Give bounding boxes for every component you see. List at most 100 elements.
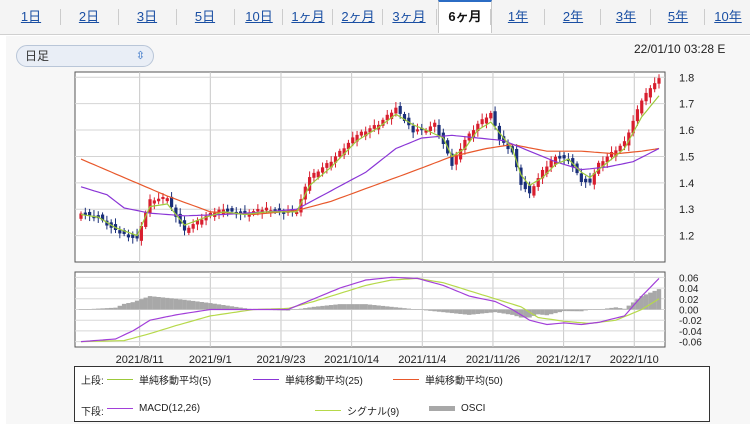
osci-bar bbox=[147, 296, 153, 310]
tab-8[interactable]: 3ヶ月 bbox=[392, 9, 426, 24]
osci-bar bbox=[134, 300, 140, 310]
candle-body bbox=[264, 207, 269, 211]
tab-11[interactable]: 2年 bbox=[562, 9, 584, 24]
osci-bar bbox=[190, 300, 196, 310]
osci-bar bbox=[592, 309, 597, 310]
osci-bar bbox=[548, 309, 554, 315]
x-tick-label: 2021/11/26 bbox=[466, 354, 520, 366]
price-y-tick-label: 1.6 bbox=[679, 125, 694, 137]
candle-body bbox=[100, 214, 105, 221]
candle-body bbox=[152, 200, 156, 204]
candle-body bbox=[476, 123, 480, 132]
candle-body bbox=[230, 208, 234, 212]
osci-bar bbox=[341, 304, 347, 310]
osci-bar bbox=[354, 304, 360, 310]
osci-bar bbox=[372, 305, 377, 310]
candle-body bbox=[657, 78, 661, 84]
candle-body bbox=[389, 112, 394, 120]
tab-14[interactable]: 10年 bbox=[714, 9, 742, 24]
candle-body bbox=[549, 160, 553, 168]
osci-bar bbox=[402, 308, 407, 310]
candle-body bbox=[562, 155, 566, 159]
x-tick-label: 2021/9/23 bbox=[257, 354, 306, 366]
osci-bar bbox=[389, 306, 394, 310]
tab-4[interactable]: 5日 bbox=[194, 9, 216, 24]
candle-body bbox=[471, 130, 476, 138]
candle-body bbox=[592, 173, 596, 185]
osci-bar bbox=[643, 294, 649, 310]
osci-bar bbox=[583, 309, 588, 311]
candle-body bbox=[609, 152, 614, 158]
osci-bar bbox=[639, 296, 644, 310]
legend-macd: MACD(12,26) bbox=[107, 403, 200, 414]
tab-9[interactable]: 6ヶ月 bbox=[438, 0, 492, 33]
osci-bar bbox=[108, 307, 114, 310]
tab-separator bbox=[176, 9, 177, 25]
legend-ma5: 単純移動平均(5) bbox=[107, 372, 211, 387]
tab-3[interactable]: 3日 bbox=[136, 9, 158, 24]
osci-bar bbox=[445, 309, 450, 313]
candle-body bbox=[605, 156, 609, 163]
candle-body bbox=[135, 234, 139, 239]
candle-body bbox=[484, 117, 489, 124]
osci-bar bbox=[143, 297, 148, 310]
osci-bar bbox=[350, 304, 355, 310]
osci-bar bbox=[195, 301, 200, 310]
osci-bar bbox=[182, 299, 187, 310]
candle-body bbox=[351, 137, 355, 144]
tab-2[interactable]: 2日 bbox=[78, 9, 100, 24]
x-tick-label: 2021/10/14 bbox=[324, 354, 379, 366]
candle-body bbox=[622, 141, 627, 147]
osci-bar bbox=[104, 308, 110, 310]
candle-body bbox=[282, 211, 286, 214]
osci-bar bbox=[449, 309, 455, 314]
legend-osci: OSCI bbox=[429, 403, 485, 414]
osci-bar bbox=[652, 290, 657, 310]
osci-bar bbox=[574, 309, 580, 312]
candle-body bbox=[226, 208, 230, 212]
candle-body bbox=[256, 209, 260, 212]
candle-body bbox=[329, 161, 333, 168]
candle-body bbox=[450, 153, 454, 166]
tab-5[interactable]: 10日 bbox=[245, 9, 273, 24]
candle-body bbox=[195, 220, 200, 225]
candle-body bbox=[299, 199, 303, 213]
tab-1[interactable]: 1日 bbox=[20, 9, 42, 24]
osci-bar bbox=[419, 309, 424, 310]
osci-bar bbox=[160, 297, 166, 310]
osci-bar bbox=[484, 309, 489, 314]
candle-body bbox=[640, 100, 644, 114]
candle-body bbox=[79, 213, 83, 219]
candle-body bbox=[355, 134, 359, 142]
candle-body bbox=[653, 83, 657, 90]
candle-body bbox=[527, 185, 532, 194]
osci-bar bbox=[423, 309, 429, 311]
osci-bar bbox=[126, 303, 131, 310]
legend-ma50-label: 単純移動平均(50) bbox=[425, 376, 503, 387]
candle-body bbox=[489, 112, 493, 119]
tab-13[interactable]: 5年 bbox=[667, 9, 689, 24]
osci-bar bbox=[96, 308, 101, 310]
tab-separator bbox=[704, 9, 705, 25]
osci-bar bbox=[156, 297, 161, 310]
candle-body bbox=[631, 120, 635, 134]
x-tick-label: 2022/1/10 bbox=[610, 354, 659, 366]
tab-12[interactable]: 3年 bbox=[615, 9, 637, 24]
candle-body bbox=[381, 119, 385, 126]
tab-7[interactable]: 2ヶ月 bbox=[341, 9, 375, 24]
candle-body bbox=[200, 219, 204, 225]
tab-6[interactable]: 1ヶ月 bbox=[291, 9, 325, 24]
tab-10[interactable]: 1年 bbox=[507, 9, 529, 24]
osci-bar bbox=[221, 305, 226, 310]
osci-bar bbox=[540, 309, 545, 315]
osci-bar bbox=[320, 305, 325, 310]
candle-body bbox=[415, 129, 420, 132]
candle-body bbox=[536, 178, 540, 187]
macd-y-tick-label: -0.06 bbox=[679, 338, 702, 349]
osci-bar bbox=[527, 309, 532, 318]
chevron-updown-icon: ⇳ bbox=[135, 50, 145, 62]
osci-bar bbox=[462, 309, 468, 315]
candle-body bbox=[648, 88, 652, 98]
interval-select[interactable]: 日足 ⇳ bbox=[16, 45, 154, 67]
osci-bar bbox=[242, 308, 248, 310]
